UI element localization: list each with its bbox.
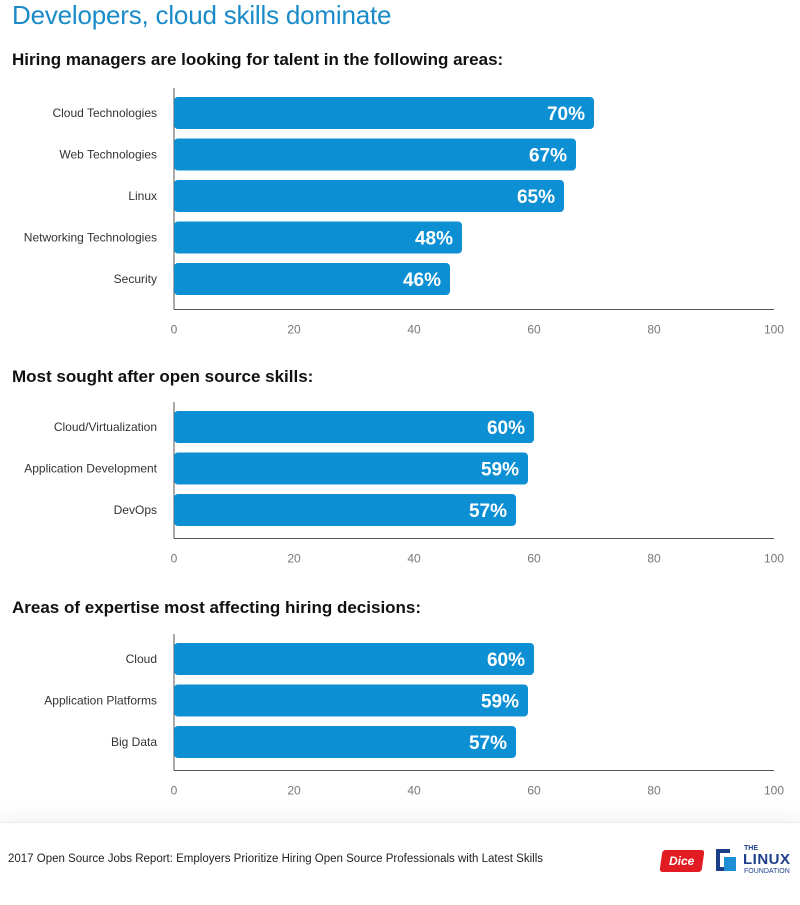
x-tick-label: 0 xyxy=(171,552,178,566)
bar-value-label: 60% xyxy=(487,418,525,439)
x-tick-label: 100 xyxy=(764,784,784,798)
category-label: Web Technologies xyxy=(59,148,157,162)
x-tick-label: 40 xyxy=(407,784,421,798)
category-label: Networking Technologies xyxy=(24,231,157,245)
x-tick-label: 80 xyxy=(647,552,661,566)
bar-4 xyxy=(174,221,462,254)
lf-logo-linux: LINUX xyxy=(743,851,791,868)
dice-logo-text: Dice xyxy=(669,854,695,868)
linux-foundation-logo: THE LINUX FOUNDATION xyxy=(716,845,796,879)
footer: 2017 Open Source Jobs Report: Employers … xyxy=(0,822,800,905)
bar-value-label: 60% xyxy=(487,650,525,671)
page-title: Developers, cloud skills dominate xyxy=(12,0,392,30)
x-tick-label: 80 xyxy=(647,784,661,798)
bar-value-label: 48% xyxy=(415,229,453,250)
category-label: Application Development xyxy=(24,462,157,476)
bar-3 xyxy=(174,494,516,526)
chart-1-hiring-talent-areas: Cloud Technologies 70% Web Technologies 67%… xyxy=(24,88,784,337)
bar-value-label: 46% xyxy=(403,270,441,291)
bar-2 xyxy=(174,684,528,717)
x-tick-label: 20 xyxy=(287,552,301,566)
bar-1 xyxy=(174,97,594,129)
bar-3 xyxy=(174,180,564,212)
chart-3-title: Areas of expertise most affecting hiring… xyxy=(12,598,422,617)
bar-1 xyxy=(174,411,534,443)
bar-5 xyxy=(174,263,450,295)
bar-value-label: 57% xyxy=(469,501,507,522)
bar-value-label: 67% xyxy=(529,146,567,167)
x-tick-label: 0 xyxy=(171,323,178,337)
bar-value-label: 57% xyxy=(469,733,507,754)
x-tick-label: 20 xyxy=(287,323,301,337)
footer-source-text: 2017 Open Source Jobs Report: Employers … xyxy=(8,853,543,865)
linux-foundation-mark-icon xyxy=(716,849,736,871)
x-tick-label: 40 xyxy=(407,323,421,337)
x-tick-label: 20 xyxy=(287,784,301,798)
category-label: Cloud Technologies xyxy=(52,106,157,120)
chart-2-open-source-skills: Cloud/Virtualization 60% Application Devel… xyxy=(24,402,784,566)
lf-logo-foundation: FOUNDATION xyxy=(744,868,790,875)
category-label: Big Data xyxy=(111,735,157,749)
lf-logo-the: THE xyxy=(744,845,758,852)
bar-value-label: 65% xyxy=(517,187,555,208)
bar-value-label: 59% xyxy=(481,692,519,713)
x-tick-label: 60 xyxy=(527,323,541,337)
bar-2 xyxy=(174,138,576,171)
category-label: Cloud xyxy=(126,652,157,666)
bar-3 xyxy=(174,726,516,758)
x-tick-label: 100 xyxy=(764,323,784,337)
dice-logo: Dice xyxy=(659,850,705,872)
x-tick-label: 40 xyxy=(407,552,421,566)
bar-2 xyxy=(174,452,528,485)
chart-1-title: Hiring managers are looking for talent i… xyxy=(12,50,504,69)
x-tick-label: 0 xyxy=(171,784,178,798)
category-label: Cloud/Virtualization xyxy=(54,420,157,434)
category-label: DevOps xyxy=(114,503,157,517)
x-tick-label: 60 xyxy=(527,552,541,566)
category-label: Application Platforms xyxy=(44,694,157,708)
category-label: Linux xyxy=(128,189,157,203)
x-tick-label: 100 xyxy=(764,552,784,566)
bar-value-label: 70% xyxy=(547,104,585,125)
bar-value-label: 59% xyxy=(481,460,519,481)
chart-3-expertise-hiring-decisions: Cloud 60% Application Platforms 59% Big Data… xyxy=(44,634,784,798)
category-label: Security xyxy=(114,272,157,286)
x-tick-label: 60 xyxy=(527,784,541,798)
x-tick-label: 80 xyxy=(647,323,661,337)
chart-2-title: Most sought after open source skills: xyxy=(12,367,314,386)
bar-1 xyxy=(174,643,534,675)
